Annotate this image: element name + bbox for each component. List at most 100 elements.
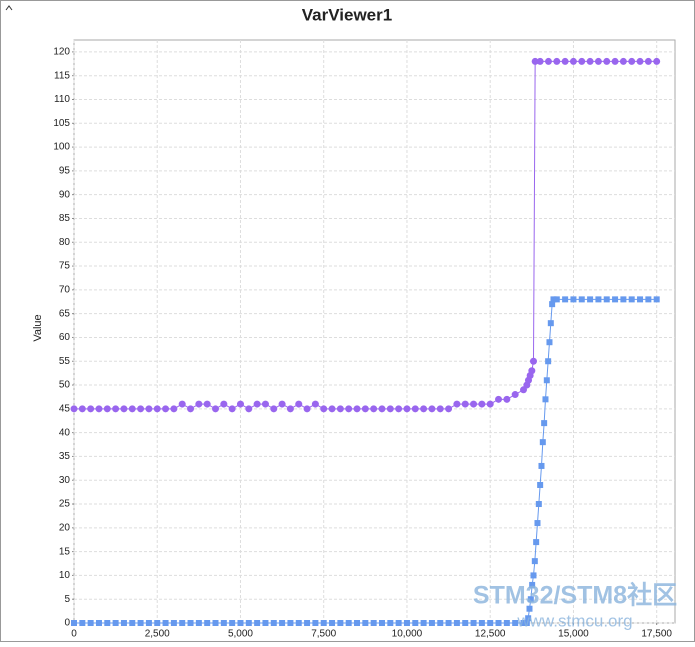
watermark: STM32/STM8社区	[473, 581, 677, 610]
point	[553, 296, 560, 303]
point	[203, 400, 211, 408]
point	[304, 620, 311, 626]
point	[378, 405, 386, 413]
point	[195, 620, 202, 626]
point	[320, 620, 327, 626]
y-tick-label: 100	[53, 142, 70, 153]
point	[528, 367, 536, 375]
point	[603, 296, 610, 303]
point	[594, 57, 602, 65]
point	[644, 57, 652, 65]
point	[337, 620, 344, 626]
point	[569, 57, 577, 65]
point	[428, 405, 436, 413]
point	[549, 301, 556, 308]
point	[278, 400, 286, 408]
point	[245, 620, 252, 626]
point	[129, 620, 136, 626]
point	[279, 620, 286, 626]
point	[512, 620, 519, 626]
point	[462, 620, 469, 626]
point	[395, 620, 402, 626]
point	[595, 296, 602, 303]
point	[170, 620, 177, 626]
y-tick-label: 45	[59, 403, 71, 414]
y-tick-label: 60	[59, 332, 71, 343]
point	[653, 296, 660, 303]
point	[539, 439, 546, 446]
point	[137, 405, 145, 413]
watermark: www.stmcu.org	[516, 611, 632, 630]
point	[637, 296, 644, 303]
point	[453, 620, 460, 626]
point	[120, 405, 128, 413]
point	[461, 400, 469, 408]
point	[470, 620, 477, 626]
y-tick-label: 95	[59, 166, 71, 177]
point	[179, 620, 186, 626]
point	[503, 395, 511, 403]
point	[536, 57, 544, 65]
point	[212, 620, 219, 626]
point	[653, 57, 661, 65]
point	[578, 57, 586, 65]
point	[245, 405, 253, 413]
collapse-arrow[interactable]	[5, 5, 13, 11]
point	[254, 620, 261, 626]
point	[120, 620, 127, 626]
point	[486, 400, 494, 408]
point	[137, 620, 144, 626]
point	[270, 405, 278, 413]
point	[237, 620, 244, 626]
point	[561, 57, 569, 65]
point	[370, 620, 377, 626]
point	[153, 405, 161, 413]
point	[636, 57, 644, 65]
point	[445, 620, 452, 626]
point	[162, 405, 170, 413]
point	[603, 57, 611, 65]
point	[535, 501, 542, 508]
point	[154, 620, 161, 626]
point	[253, 400, 261, 408]
point	[542, 396, 549, 403]
point	[386, 405, 394, 413]
point	[212, 405, 220, 413]
point	[345, 620, 352, 626]
point	[586, 57, 594, 65]
point	[478, 400, 486, 408]
y-tick-label: 10	[59, 570, 71, 581]
y-tick-label: 120	[53, 47, 70, 58]
point	[520, 620, 527, 626]
point	[87, 620, 94, 626]
y-tick-label: 70	[59, 284, 71, 295]
point	[538, 462, 545, 469]
point	[104, 620, 111, 626]
point	[529, 357, 537, 365]
x-tick-label: 10,000	[392, 629, 423, 640]
point	[546, 339, 553, 346]
point	[187, 620, 194, 626]
point	[87, 405, 95, 413]
y-tick-label: 80	[59, 237, 71, 248]
point	[531, 558, 538, 565]
point	[287, 620, 294, 626]
point	[311, 400, 319, 408]
point	[420, 620, 427, 626]
point	[645, 296, 652, 303]
point	[229, 620, 236, 626]
x-tick-label: 0	[71, 629, 77, 640]
point	[270, 620, 277, 626]
y-tick-label: 40	[59, 427, 71, 438]
chart-title: VarViewer1	[302, 5, 392, 24]
point	[378, 620, 385, 626]
point	[395, 405, 403, 413]
point	[529, 581, 536, 588]
point	[453, 400, 461, 408]
point	[70, 405, 78, 413]
point	[445, 405, 453, 413]
y-tick-label: 115	[54, 70, 70, 81]
point	[437, 620, 444, 626]
point	[312, 620, 319, 626]
